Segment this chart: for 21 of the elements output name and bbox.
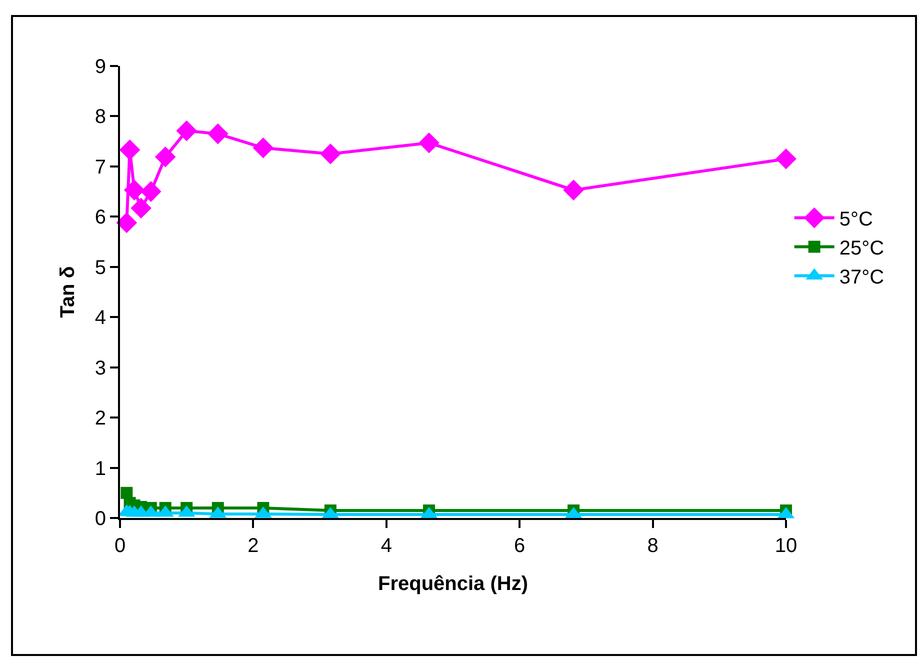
y-tick-label: 9	[94, 56, 106, 78]
y-tick-label: 0	[94, 508, 106, 530]
y-tick-label: 7	[94, 156, 106, 178]
x-tick-label: 4	[380, 535, 392, 557]
y-tick-label: 1	[94, 458, 106, 480]
y-tick-label: 8	[94, 106, 106, 128]
x-axis-title: Frequência (Hz)	[378, 573, 528, 595]
y-tick-label: 2	[94, 408, 106, 430]
y-tick-label: 5	[94, 256, 106, 279]
legend-label: 37°C	[839, 266, 884, 289]
x-tick-label: 8	[647, 535, 658, 557]
legend-label: 5°C	[839, 208, 873, 231]
y-tick-label: 3	[94, 357, 106, 380]
x-tick-label: 0	[114, 535, 126, 557]
x-tick-label: 6	[514, 535, 526, 557]
y-tick-label: 6	[94, 206, 106, 229]
x-tick-label: 10	[774, 535, 798, 557]
y-axis-title: Tan δ	[56, 266, 79, 318]
y-tick-label: 4	[94, 307, 106, 330]
x-tick-label: 2	[248, 535, 259, 557]
legend-label: 25°C	[839, 238, 884, 260]
